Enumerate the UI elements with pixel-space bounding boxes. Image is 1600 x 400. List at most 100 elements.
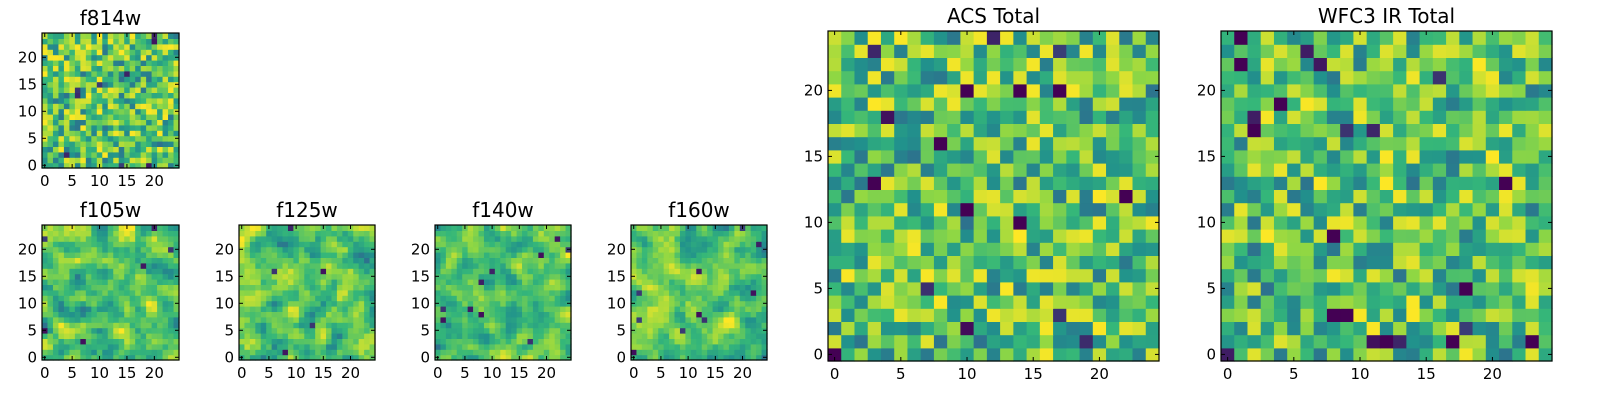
heatmap-cell: [543, 289, 550, 296]
heatmap-cell: [168, 295, 175, 302]
heatmap-cell: [304, 349, 311, 356]
heatmap-cell: [74, 76, 81, 83]
heatmap-cell: [1000, 110, 1014, 124]
heatmap-cell: [473, 241, 480, 248]
heatmap-cell: [1106, 334, 1120, 349]
heatmap-cell: [151, 54, 158, 61]
heatmap-cell: [42, 141, 49, 147]
heatmap-cell: [532, 235, 539, 242]
heatmap-cell: [527, 306, 534, 312]
heatmap-cell: [841, 44, 856, 58]
heatmap-cell: [986, 149, 1001, 164]
heatmap-cell: [522, 279, 529, 285]
heatmap-cell: [1079, 163, 1094, 177]
heatmap-cell: [1406, 229, 1421, 243]
heatmap-cell: [151, 130, 158, 137]
heatmap-cell: [91, 230, 98, 237]
heatmap-cell: [1472, 189, 1487, 204]
heatmap-cell: [157, 284, 164, 291]
heatmap-cell: [663, 289, 670, 296]
heatmap-cell: [146, 246, 153, 253]
heatmap-cell: [157, 322, 164, 329]
heatmap-cell: [63, 60, 70, 66]
heatmap-cell: [168, 300, 175, 307]
heatmap-cell: [1247, 149, 1262, 164]
heatmap-cell: [80, 306, 87, 312]
heatmap-cell: [331, 295, 338, 302]
heatmap-cell: [1079, 123, 1094, 138]
heatmap-cell: [151, 306, 158, 312]
heatmap-cell: [435, 230, 442, 237]
heatmap-cell: [1353, 136, 1368, 151]
heatmap-cell: [658, 235, 665, 242]
heatmap-cell: [63, 279, 70, 285]
heatmap-cell: [933, 163, 948, 177]
heatmap-cell: [113, 316, 120, 323]
heatmap-cell: [1026, 281, 1041, 296]
heatmap-cell: [511, 268, 518, 275]
heatmap-cell: [326, 316, 333, 323]
heatmap-cell: [854, 281, 869, 296]
heatmap-cell: [146, 119, 153, 126]
heatmap-cell: [102, 151, 109, 158]
heatmap-cell: [96, 279, 103, 285]
heatmap-cell: [462, 273, 469, 280]
heatmap-cell: [74, 38, 81, 45]
heatmap-cell: [723, 338, 730, 345]
heatmap-cell: [304, 279, 311, 285]
heatmap-cell: [91, 97, 98, 104]
heatmap-cell: [249, 246, 256, 253]
heatmap-cell: [282, 241, 289, 248]
heatmap-cell: [1432, 70, 1447, 85]
heatmap-cell: [52, 225, 60, 231]
heatmap-cell: [336, 311, 343, 318]
heatmap-cell: [1366, 295, 1381, 309]
heatmap-cell: [58, 300, 65, 307]
heatmap-cell: [1287, 83, 1302, 98]
heatmap-cell: [255, 306, 262, 312]
heatmap-cell: [129, 130, 136, 137]
heatmap-cell: [451, 241, 458, 248]
heatmap-cell: [1092, 321, 1107, 336]
heatmap-cell: [718, 343, 725, 350]
heatmap-cell: [358, 311, 365, 318]
heatmap-cell: [1221, 347, 1235, 362]
heatmap-cell: [58, 230, 65, 237]
heatmap-cell: [293, 235, 300, 242]
heatmap-cell: [1053, 202, 1067, 217]
heatmap-cell: [560, 349, 567, 356]
heatmap-cell: [107, 257, 114, 264]
heatmap-cell: [538, 279, 545, 285]
heatmap-cell: [124, 76, 131, 83]
heatmap-cell: [140, 141, 147, 147]
heatmap-cell: [641, 343, 648, 350]
heatmap-cell: [298, 300, 305, 307]
y-tick-label: 20: [607, 241, 626, 259]
heatmap-cell: [63, 230, 70, 237]
heatmap-cell: [1039, 321, 1054, 336]
heatmap-cell: [527, 225, 534, 231]
heatmap-cell: [1499, 334, 1513, 349]
heatmap-cell: [1459, 70, 1474, 85]
heatmap-cell: [74, 81, 81, 88]
heatmap-cell: [1432, 149, 1447, 164]
heatmap-cell: [933, 136, 948, 151]
heatmap-cell: [113, 76, 120, 83]
heatmap-cell: [124, 349, 131, 356]
heatmap-cell: [690, 252, 697, 258]
heatmap-cell: [707, 230, 714, 237]
heatmap-cell: [298, 279, 305, 285]
heatmap-cell: [728, 241, 735, 248]
heatmap-cell: [1026, 347, 1041, 362]
heatmap-cell: [364, 354, 371, 361]
heatmap-cell: [168, 235, 175, 242]
heatmap-cell: [516, 246, 523, 253]
heatmap-cell: [1066, 242, 1081, 256]
heatmap-cell: [451, 252, 458, 258]
heatmap-cell: [74, 108, 81, 115]
heatmap-cell: [718, 300, 725, 307]
heatmap-cell: [1538, 281, 1553, 296]
heatmap-cell: [658, 279, 665, 285]
heatmap-cell: [473, 295, 480, 302]
heatmap-cell: [293, 279, 300, 285]
